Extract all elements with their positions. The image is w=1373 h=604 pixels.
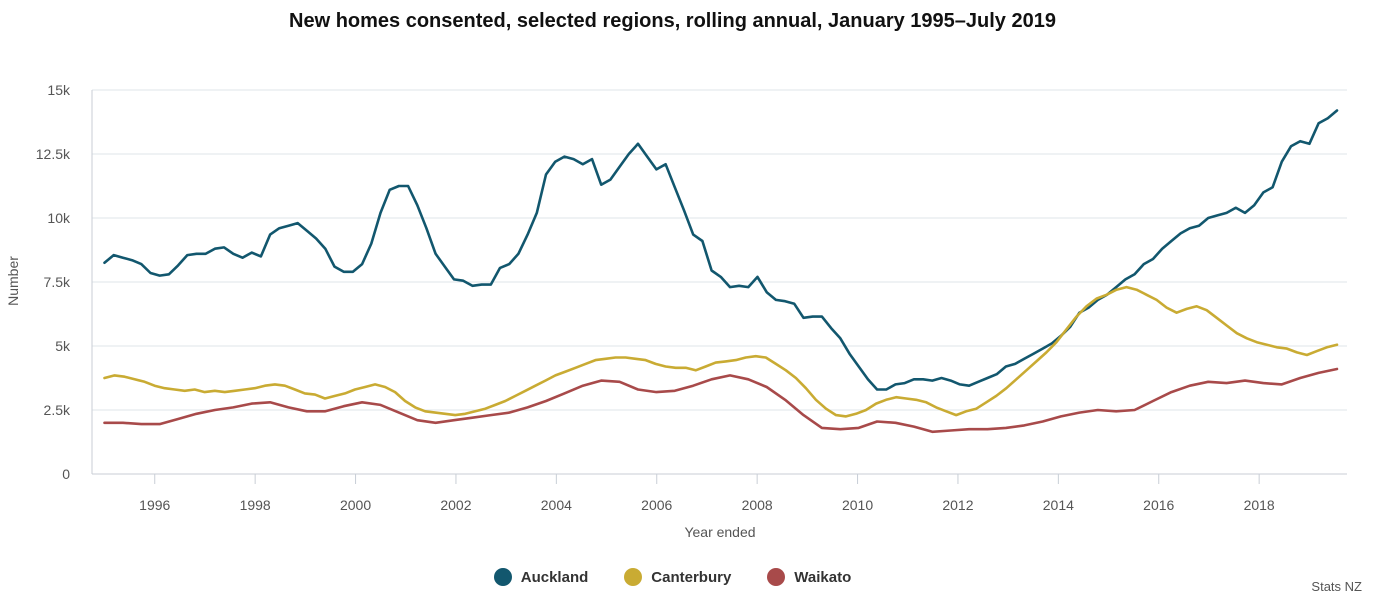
series-lines xyxy=(103,109,1339,434)
chart-title: New homes consented, selected regions, r… xyxy=(289,10,1056,32)
source-note: Stats NZ xyxy=(1311,579,1362,594)
legend-label: Waikato xyxy=(794,568,852,586)
x-axis-title: Year ended xyxy=(684,524,755,540)
series-line-auckland[interactable] xyxy=(103,109,1339,391)
x-tick-label: 2018 xyxy=(1244,497,1275,513)
legend-item-auckland[interactable]: Auckland xyxy=(493,568,589,586)
x-tick-label: 2014 xyxy=(1043,497,1074,513)
y-tick-label: 15k xyxy=(47,82,71,98)
x-tick-label: 2006 xyxy=(641,497,672,513)
x-tick-label: 2016 xyxy=(1143,497,1174,513)
x-tick-label: 2004 xyxy=(541,497,572,513)
y-axis-title: Number xyxy=(5,256,21,306)
y-axis-ticks: 0 2.5k 5k 7.5k 10k 12.5k 15k xyxy=(36,82,71,482)
gridlines xyxy=(92,89,1347,475)
y-tick-label: 7.5k xyxy=(44,274,71,290)
legend-swatch-icon xyxy=(493,568,512,586)
x-tick-label: 2012 xyxy=(942,497,973,513)
axes xyxy=(91,90,1347,475)
y-tick-label: 0 xyxy=(62,466,70,482)
x-tick-label: 2002 xyxy=(440,497,471,513)
y-tick-label: 2.5k xyxy=(44,402,71,418)
legend-item-waikato[interactable]: Waikato xyxy=(767,568,851,586)
legend: Auckland Canterbury Waikato xyxy=(0,568,1345,586)
y-tick-label: 12.5k xyxy=(36,146,71,162)
legend-swatch-icon xyxy=(767,568,786,586)
legend-item-canterbury[interactable]: Canterbury xyxy=(624,568,731,586)
x-tick-label: 1996 xyxy=(139,497,170,513)
series-line-canterbury[interactable] xyxy=(103,285,1339,418)
legend-label: Auckland xyxy=(520,568,589,586)
legend-label: Canterbury xyxy=(651,568,732,586)
x-tick-label: 2008 xyxy=(742,497,773,513)
y-tick-label: 10k xyxy=(47,210,71,226)
x-tick-label: 1998 xyxy=(240,497,271,513)
legend-swatch-icon xyxy=(624,568,643,586)
x-tick-label: 2010 xyxy=(842,497,873,513)
x-tick-label: 2000 xyxy=(340,497,371,513)
y-tick-label: 5k xyxy=(55,338,71,354)
series-line-waikato[interactable] xyxy=(103,367,1339,434)
x-axis-ticks: 1996 1998 2000 2002 2004 2006 2008 2010 2012 2014… xyxy=(139,474,1275,513)
